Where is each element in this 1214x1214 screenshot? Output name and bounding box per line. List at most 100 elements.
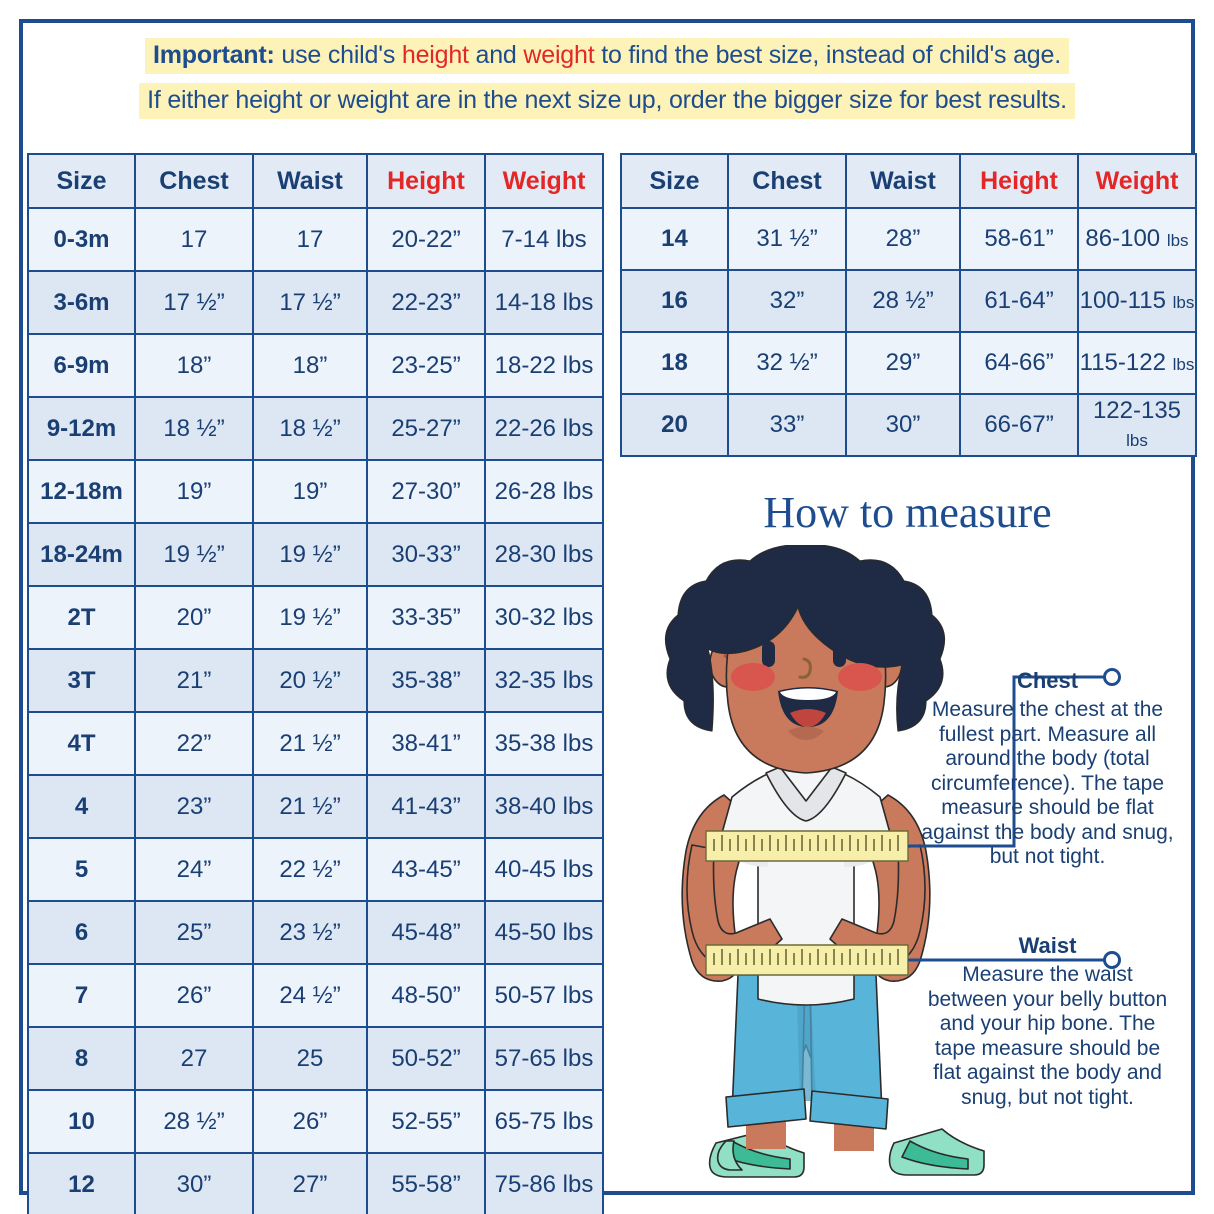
notice-text-b: and xyxy=(468,41,524,69)
cell-value: 31 ½” xyxy=(727,207,847,271)
cell-value: 30-32 lbs xyxy=(484,585,604,650)
cell-value: 18-22 lbs xyxy=(484,333,604,398)
cell-value: 35-38” xyxy=(366,648,486,713)
cell-value: 14-18 lbs xyxy=(484,270,604,335)
cell-size: 12-18m xyxy=(27,459,136,524)
cell-size: 4 xyxy=(27,774,136,839)
chest-leader-line xyxy=(908,668,1121,848)
cell-value: 26-28 lbs xyxy=(484,459,604,524)
cell-value: 27” xyxy=(252,1152,368,1214)
table-row: 10 28 ½” 26” 52-55” 65-75 lbs xyxy=(27,1089,604,1154)
cell-value: 24” xyxy=(134,837,254,902)
size-table-right: Size Chest Waist Height Weight 14 31 ½” 28… xyxy=(620,153,1197,457)
callout-waist: Waist Measure the waist between your bel… xyxy=(920,933,1175,1110)
cell-value: 32 ½” xyxy=(727,331,847,395)
cell-value: 52-55” xyxy=(366,1089,486,1154)
cell-value: 18” xyxy=(252,333,368,398)
cell-value: 18 ½” xyxy=(252,396,368,461)
cell-value: 30-33” xyxy=(366,522,486,587)
cell-value: 20” xyxy=(134,585,254,650)
table-row: 12 30” 27” 55-58” 75-86 lbs xyxy=(27,1152,604,1214)
table-row: 3T 21” 20 ½” 35-38” 32-35 lbs xyxy=(27,648,604,713)
cell-size: 10 xyxy=(27,1089,136,1154)
cell-value: 41-43” xyxy=(366,774,486,839)
notice-text-c: to find the best size, instead of child'… xyxy=(594,41,1061,69)
table-row: 18 32 ½” 29” 64-66” 115-122 lbs xyxy=(620,331,1197,395)
cell-value: 17 ½” xyxy=(252,270,368,335)
cell-value: 21” xyxy=(134,648,254,713)
cell-size: 3T xyxy=(27,648,136,713)
cell-value: 66-67” xyxy=(959,393,1079,457)
notice-text-a: use child's xyxy=(274,41,402,69)
table-row: 0-3m 17 17 20-22” 7-14 lbs xyxy=(27,207,604,272)
notice-line-1: Important: use child's height and weight… xyxy=(145,38,1069,74)
cell-value: 23-25” xyxy=(366,333,486,398)
cell-size: 16 xyxy=(620,269,729,333)
column-header-size: Size xyxy=(27,153,136,209)
cell-value: 48-50” xyxy=(366,963,486,1028)
cell-size: 7 xyxy=(27,963,136,1028)
column-header-waist: Waist xyxy=(252,153,368,209)
cell-value: 26” xyxy=(134,963,254,1028)
cell-value: 22-26 lbs xyxy=(484,396,604,461)
cell-value: 30” xyxy=(845,393,961,457)
cell-value: 22” xyxy=(134,711,254,776)
cell-value: 17 xyxy=(252,207,368,272)
notice-line-2: If either height or weight are in the ne… xyxy=(139,83,1075,119)
cell-value: 28 ½” xyxy=(134,1089,254,1154)
how-to-measure-title: How to measure xyxy=(763,488,1052,537)
table-row: 3-6m 17 ½” 17 ½” 22-23” 14-18 lbs xyxy=(27,270,604,335)
cell-value: 17 ½” xyxy=(134,270,254,335)
cell-value: 115-122 lbs xyxy=(1077,331,1197,395)
waist-tape xyxy=(705,944,909,976)
table-row: 20 33” 30” 66-67” 122-135 lbs xyxy=(620,393,1197,457)
cell-value: 43-45” xyxy=(366,837,486,902)
table-row: 7 26” 24 ½” 48-50” 50-57 lbs xyxy=(27,963,604,1028)
cell-value: 20-22” xyxy=(366,207,486,272)
unit-lbs: lbs xyxy=(1126,431,1148,450)
cell-value: 27-30” xyxy=(366,459,486,524)
table-row: 18-24m 19 ½” 19 ½” 30-33” 28-30 lbs xyxy=(27,522,604,587)
column-header-height: Height xyxy=(366,153,486,209)
cell-value: 19 ½” xyxy=(134,522,254,587)
cell-value: 22-23” xyxy=(366,270,486,335)
cell-size: 18 xyxy=(620,331,729,395)
table-row: 16 32” 28 ½” 61-64” 100-115 lbs xyxy=(620,269,1197,333)
cell-value: 28-30 lbs xyxy=(484,522,604,587)
callout-chest-label: Chest xyxy=(1016,668,1079,693)
cell-value: 32-35 lbs xyxy=(484,648,604,713)
cell-value: 19 ½” xyxy=(252,522,368,587)
cell-value: 61-64” xyxy=(959,269,1079,333)
chest-tape xyxy=(705,830,909,862)
unit-lbs: lbs xyxy=(1172,355,1195,374)
cell-value: 25 xyxy=(252,1026,368,1091)
cell-value: 7-14 lbs xyxy=(484,207,604,272)
unit-lbs: lbs xyxy=(1172,293,1195,312)
cell-value: 50-52” xyxy=(366,1026,486,1091)
table-row: 6 25” 23 ½” 45-48” 45-50 lbs xyxy=(27,900,604,965)
cell-value: 64-66” xyxy=(959,331,1079,395)
cell-value: 35-38 lbs xyxy=(484,711,604,776)
cell-value: 58-61” xyxy=(959,207,1079,271)
cell-value: 100-115 lbs xyxy=(1077,269,1197,333)
cell-value: 24 ½” xyxy=(252,963,368,1028)
cell-size: 0-3m xyxy=(27,207,136,272)
callout-waist-body: Measure the waist between your belly but… xyxy=(927,963,1168,1109)
cell-value: 17 xyxy=(134,207,254,272)
cell-value: 33-35” xyxy=(366,585,486,650)
cell-value: 28” xyxy=(845,207,961,271)
table-row: 12-18m 19” 19” 27-30” 26-28 lbs xyxy=(27,459,604,524)
cell-size: 14 xyxy=(620,207,729,271)
cell-size: 6-9m xyxy=(27,333,136,398)
cell-value: 18” xyxy=(134,333,254,398)
table-row: 5 24” 22 ½” 43-45” 40-45 lbs xyxy=(27,837,604,902)
column-header-chest: Chest xyxy=(727,153,847,209)
table-row: 4T 22” 21 ½” 38-41” 35-38 lbs xyxy=(27,711,604,776)
cell-size: 6 xyxy=(27,900,136,965)
unit-lbs: lbs xyxy=(1166,231,1189,250)
cell-value: 21 ½” xyxy=(252,774,368,839)
table-row: 6-9m 18” 18” 23-25” 18-22 lbs xyxy=(27,333,604,398)
cell-value: 50-57 lbs xyxy=(484,963,604,1028)
cell-value: 32” xyxy=(727,269,847,333)
cell-size: 4T xyxy=(27,711,136,776)
